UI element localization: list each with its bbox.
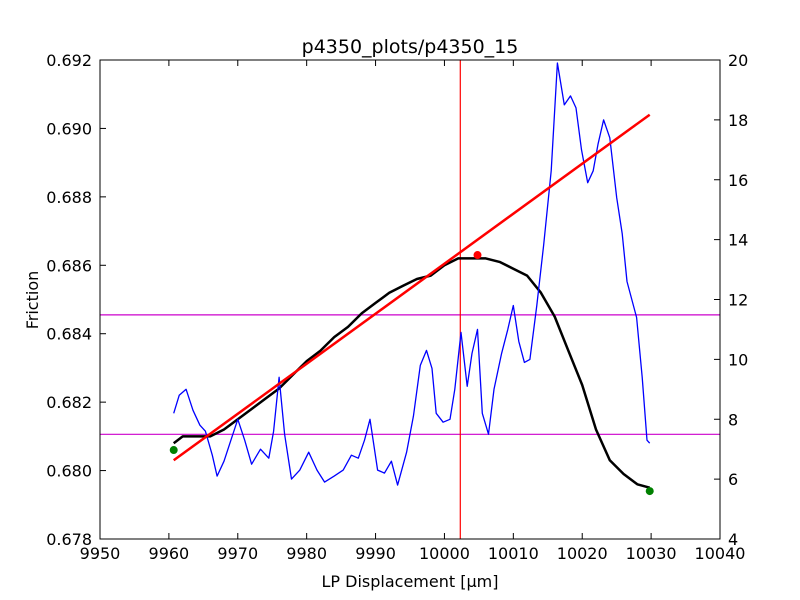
y2-tick-label: 8 [728,410,738,429]
y2-tick-label: 10 [728,350,748,369]
x-tick-label: 9950 [80,544,121,563]
marker-point-1 [169,446,178,455]
x-tick-label: 9990 [355,544,396,563]
plot-area [100,60,720,539]
x-tick-label: 10040 [695,544,746,563]
y-tick-label: 0.692 [46,51,92,70]
y-tick-label: 0.678 [46,530,92,549]
x-tick-label: 10000 [419,544,470,563]
y2-tick-label: 16 [728,171,748,190]
y2-tick-label: 4 [728,530,738,549]
blue-series-line [173,62,651,486]
chart-title: p4350_plots/p4350_15 [302,36,519,58]
y2-tick-label: 18 [728,111,748,130]
x-tick-label: 9970 [217,544,258,563]
y2-tick-label: 6 [728,470,738,489]
y-tick-label: 0.682 [46,393,92,412]
y-axis-left: 0.678 0.680 0.682 0.684 0.686 0.688 0.690 0.692 [46,51,106,549]
x-tick-label: 10020 [557,544,608,563]
marker-point-2 [645,487,654,496]
fit-line [172,113,651,462]
y-tick-label: 0.684 [46,325,92,344]
y-axis-label: Friction [23,271,42,330]
x-tick-label: 9960 [149,544,190,563]
y-axis-right: 4 6 8 10 12 14 16 18 20 [714,51,748,549]
y-tick-label: 0.686 [46,256,92,275]
x-tick-label: 10010 [488,544,539,563]
y-tick-label: 0.688 [46,188,92,207]
y2-tick-label: 12 [728,291,748,310]
x-axis: 9950 9960 9970 9980 9990 10000 10010 10020 10030… [80,60,746,563]
y2-tick-label: 20 [728,51,748,70]
x-tick-label: 9980 [286,544,327,563]
x-axis-label: LP Displacement [μm] [322,572,499,591]
x-tick-label: 10030 [626,544,677,563]
y-tick-label: 0.690 [46,119,92,138]
y-tick-label: 0.680 [46,462,92,481]
y2-tick-label: 14 [728,231,748,250]
friction-series-line [172,257,651,489]
marker-point-3 [473,251,482,260]
